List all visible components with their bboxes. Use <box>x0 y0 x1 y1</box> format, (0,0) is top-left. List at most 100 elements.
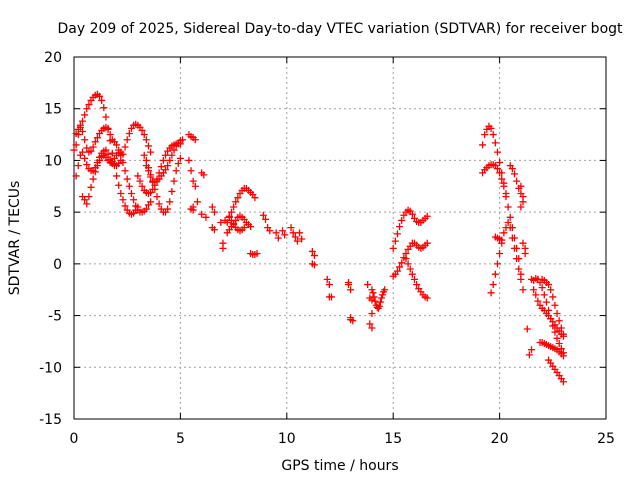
data-point <box>489 131 497 139</box>
data-point <box>370 293 378 301</box>
data-point <box>396 263 404 271</box>
series-arc-b <box>72 121 155 216</box>
data-point <box>157 163 165 171</box>
data-point <box>368 286 376 294</box>
data-point <box>104 125 112 133</box>
y-tick-label: 5 <box>53 205 62 221</box>
data-point <box>506 224 514 232</box>
series-arc-d <box>79 148 125 208</box>
data-point <box>538 284 546 292</box>
data-point <box>293 237 301 245</box>
series-arc-l <box>368 286 389 312</box>
x-tick-label: 5 <box>176 431 185 447</box>
data-point <box>208 203 216 211</box>
data-point <box>479 141 487 149</box>
data-point <box>423 294 431 302</box>
data-point <box>72 172 80 180</box>
data-point <box>98 96 106 104</box>
data-point <box>227 208 235 216</box>
data-point <box>121 167 129 175</box>
data-point <box>251 194 259 202</box>
data-point <box>191 136 199 144</box>
data-point <box>298 235 306 243</box>
data-point <box>125 182 133 190</box>
data-point <box>547 286 555 294</box>
data-point <box>153 193 161 201</box>
data-point <box>85 193 93 201</box>
data-point <box>227 216 235 224</box>
data-point <box>375 302 383 310</box>
data-point <box>259 211 267 219</box>
data-point <box>396 223 404 231</box>
plot-frame <box>73 56 607 420</box>
y-tick-label: -10 <box>39 360 62 376</box>
data-point <box>74 125 82 133</box>
data-point <box>500 229 508 237</box>
data-point <box>347 316 355 324</box>
data-point <box>291 233 299 241</box>
data-point <box>223 218 231 226</box>
data-point <box>155 200 163 208</box>
data-point <box>187 167 195 175</box>
data-point <box>168 187 176 195</box>
data-point <box>500 182 508 190</box>
data-point <box>81 196 89 204</box>
data-point <box>364 281 372 289</box>
data-point <box>89 143 97 151</box>
series-arc-w <box>545 356 567 386</box>
data-point <box>393 230 401 238</box>
data-point <box>117 156 125 164</box>
data-point <box>91 138 99 146</box>
data-point <box>496 250 504 258</box>
data-point <box>136 177 144 185</box>
data-point <box>487 289 495 297</box>
x-tick-label: 20 <box>491 431 509 447</box>
data-point <box>402 255 410 263</box>
data-point <box>377 294 385 302</box>
data-point <box>287 224 295 232</box>
data-point <box>491 139 499 147</box>
y-tick-label: 0 <box>53 257 62 273</box>
data-point <box>76 121 84 129</box>
data-point <box>504 203 512 211</box>
data-point <box>493 260 501 268</box>
y-axis-label: SDTVAR / TECUs <box>7 181 23 296</box>
data-point <box>230 203 238 211</box>
data-point <box>106 131 114 139</box>
y-tick-label: -15 <box>39 412 62 428</box>
series-arc-r <box>487 218 525 297</box>
data-point <box>279 227 287 235</box>
x-tick-label: 15 <box>384 431 402 447</box>
data-point <box>81 111 89 119</box>
grid-lines <box>74 57 606 419</box>
data-point <box>162 151 170 159</box>
data-point <box>164 162 172 170</box>
data-point <box>151 185 159 193</box>
data-point <box>72 130 80 138</box>
data-point <box>113 172 121 180</box>
data-point <box>193 198 201 206</box>
data-point <box>89 175 97 183</box>
data-point <box>519 239 527 247</box>
data-point <box>549 293 557 301</box>
x-tick-label: 0 <box>70 431 79 447</box>
data-point <box>540 291 548 299</box>
data-point <box>542 298 550 306</box>
data-point <box>96 156 104 164</box>
y-tick-label: 10 <box>44 153 62 169</box>
data-point <box>147 148 155 156</box>
data-point <box>481 131 489 139</box>
data-point <box>345 281 353 289</box>
data-point <box>513 255 521 263</box>
data-point <box>398 216 406 224</box>
data-point <box>545 306 553 314</box>
data-point <box>174 160 182 168</box>
data-point <box>142 205 150 213</box>
data-point <box>289 229 297 237</box>
data-point <box>81 154 89 162</box>
data-point <box>493 148 501 156</box>
series-arc-v <box>538 275 567 338</box>
data-point <box>523 325 531 333</box>
series-scatter-12-14 <box>323 275 376 332</box>
